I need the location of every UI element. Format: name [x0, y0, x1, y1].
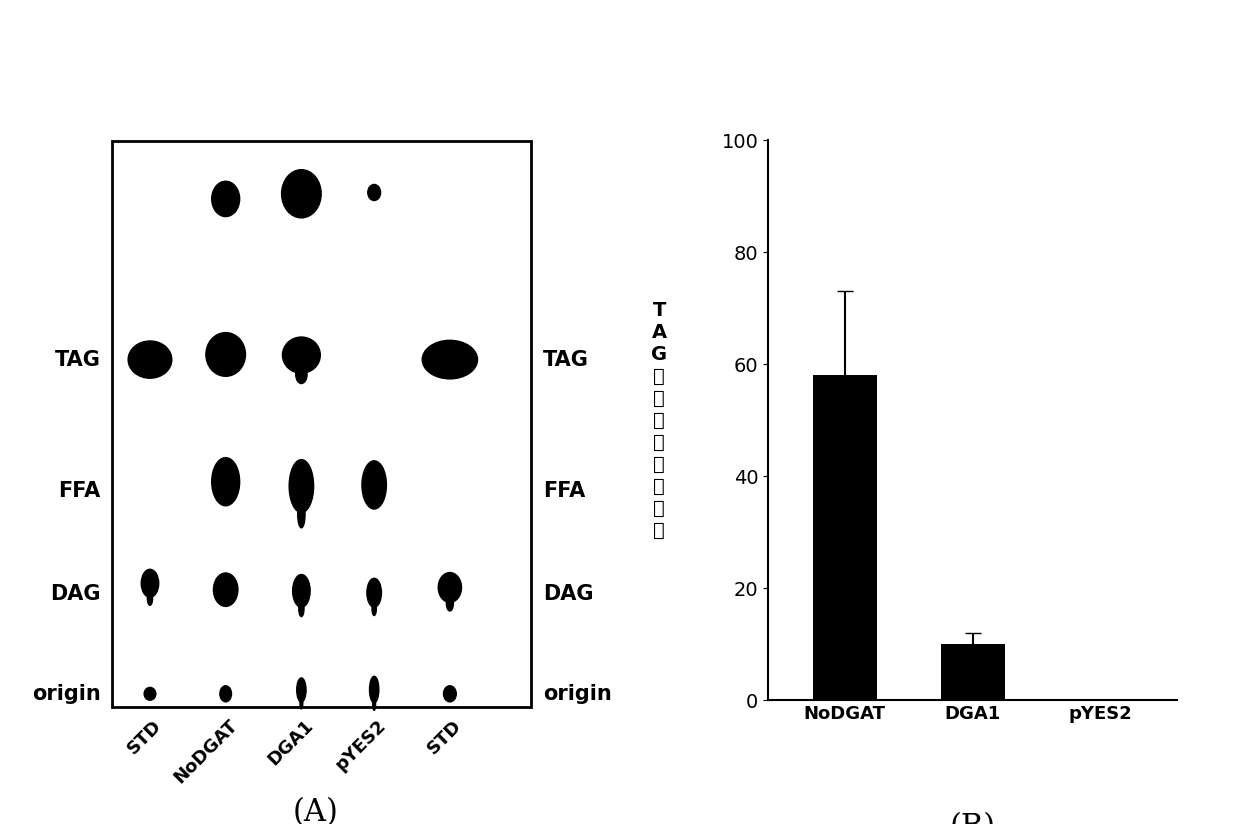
Ellipse shape — [373, 697, 375, 710]
Ellipse shape — [282, 337, 321, 373]
Ellipse shape — [296, 678, 306, 702]
Text: DAG: DAG — [50, 584, 100, 604]
Ellipse shape — [444, 686, 456, 702]
Text: DAG: DAG — [543, 584, 593, 604]
Ellipse shape — [219, 686, 232, 702]
Text: TAG: TAG — [55, 349, 100, 370]
Ellipse shape — [289, 460, 313, 513]
Bar — [112, 141, 532, 707]
Ellipse shape — [367, 578, 382, 607]
Ellipse shape — [206, 333, 245, 377]
Text: origin: origin — [32, 684, 100, 704]
Ellipse shape — [212, 181, 239, 217]
Text: FFA: FFA — [58, 481, 100, 501]
Text: (B): (B) — [949, 812, 996, 824]
Text: pYES2: pYES2 — [332, 716, 390, 774]
Text: origin: origin — [543, 684, 612, 704]
Text: DGA1: DGA1 — [264, 716, 317, 769]
Ellipse shape — [297, 501, 305, 528]
Ellipse shape — [147, 591, 152, 606]
Text: STD: STD — [424, 716, 466, 757]
Text: STD: STD — [124, 716, 166, 757]
Ellipse shape — [141, 569, 159, 597]
Y-axis label: T
A
G
在
总
脂
中
的
百
分
比: T A G 在 总 脂 中 的 百 分 比 — [650, 301, 667, 540]
Text: FFA: FFA — [543, 481, 585, 501]
Ellipse shape — [372, 601, 377, 616]
Ellipse shape — [144, 687, 156, 700]
Ellipse shape — [213, 573, 238, 606]
Text: NoDGAT: NoDGAT — [171, 716, 242, 787]
Ellipse shape — [362, 461, 387, 509]
Ellipse shape — [292, 574, 310, 607]
Ellipse shape — [422, 340, 477, 379]
Ellipse shape — [300, 697, 302, 709]
Bar — [940, 644, 1005, 700]
Bar — [813, 376, 877, 700]
Ellipse shape — [369, 677, 379, 703]
Ellipse shape — [212, 457, 239, 506]
Ellipse shape — [446, 596, 453, 611]
Text: TAG: TAG — [543, 349, 589, 370]
Ellipse shape — [368, 185, 380, 200]
Ellipse shape — [281, 170, 321, 218]
Ellipse shape — [128, 341, 172, 378]
Ellipse shape — [439, 573, 461, 602]
Ellipse shape — [299, 600, 304, 616]
Ellipse shape — [296, 365, 307, 383]
Text: (A): (A) — [292, 797, 339, 824]
